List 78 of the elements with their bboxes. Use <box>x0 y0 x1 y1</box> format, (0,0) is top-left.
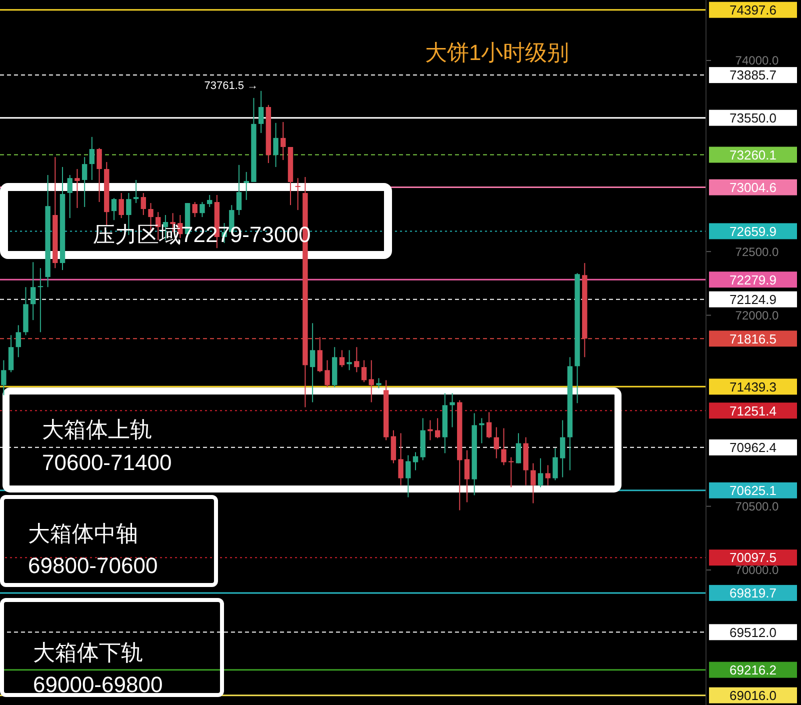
candlestick <box>428 420 433 441</box>
y-tick-label: 70500.0 <box>735 500 780 514</box>
candlestick <box>494 426 500 459</box>
candlestick <box>74 168 80 208</box>
candlestick <box>8 334 14 373</box>
y-tick-label: 72000.0 <box>735 308 780 322</box>
candlestick <box>258 90 264 134</box>
candlestick <box>530 462 536 504</box>
candlestick <box>200 202 205 218</box>
ref-line-label: 73885.7 <box>730 68 776 83</box>
candlestick <box>133 179 139 204</box>
ref-line-label: 72279.9 <box>730 272 776 288</box>
candlestick <box>96 148 102 203</box>
candlestick <box>412 452 418 471</box>
candlestick <box>244 171 249 200</box>
candlestick <box>560 420 566 478</box>
candlestick <box>450 392 455 428</box>
candlestick <box>434 418 440 439</box>
candlestick <box>464 450 470 503</box>
candlestick <box>236 164 242 216</box>
ref-line-label: 70625.1 <box>730 483 776 498</box>
ref-line-label: 69216.2 <box>730 662 776 678</box>
candlestick <box>501 428 506 466</box>
candlestick <box>398 432 404 486</box>
candlestick <box>406 454 411 498</box>
candlestick <box>38 268 44 333</box>
ref-line-label: 71439.3 <box>730 379 776 394</box>
candlestick <box>273 122 278 168</box>
ref-line-label: 73004.6 <box>730 180 776 195</box>
candlestick <box>118 192 124 219</box>
annotation: 大箱体下轨 69000-69800 <box>33 640 163 697</box>
candlestick <box>140 192 146 216</box>
candlestick <box>354 346 360 373</box>
candlestick <box>545 464 550 486</box>
candlestick <box>280 122 286 160</box>
candlestick <box>390 430 396 464</box>
candlestick <box>67 174 72 219</box>
candlestick <box>16 324 21 358</box>
candlestick <box>508 456 514 488</box>
candlestick <box>310 322 316 403</box>
candlestick <box>82 156 88 208</box>
candlestick <box>30 262 36 321</box>
candlestick <box>192 202 198 218</box>
ref-line-label: 72659.9 <box>730 224 776 239</box>
ref-line-label: 70962.4 <box>730 440 776 456</box>
candlestick <box>516 432 522 464</box>
candlestick <box>376 378 382 389</box>
text: 大饼1小时级别 <box>425 40 570 65</box>
candlestick <box>552 448 558 481</box>
candlestick <box>339 350 345 368</box>
ref-line-label: 72124.9 <box>730 292 776 308</box>
ref-line-label: 69016.0 <box>730 688 776 703</box>
ref-line-label: 70097.5 <box>730 550 776 566</box>
y-tick-label: 72500.0 <box>735 244 780 259</box>
candlestick <box>324 360 330 388</box>
ref-line-label: 69819.7 <box>730 586 776 601</box>
candlestick <box>89 136 95 180</box>
candlestick <box>317 336 323 373</box>
ref-line-label: 73260.1 <box>730 147 776 162</box>
candlestick <box>368 360 374 403</box>
y-tick-label: 70000.0 <box>735 563 780 578</box>
candlestick <box>361 360 367 383</box>
candlestick <box>295 178 300 211</box>
annotation: 大箱体上轨 70600-71400 <box>42 417 172 475</box>
ref-line-label: 71251.4 <box>730 403 776 418</box>
y-tick-label: 74000.0 <box>735 54 780 68</box>
annotation: 73761.5 → <box>204 80 258 92</box>
candlestick <box>111 198 117 221</box>
ref-line-label: 69512.0 <box>730 624 776 640</box>
candlestick <box>206 194 212 208</box>
candlestick <box>1 360 6 396</box>
ref-line-label: 74397.6 <box>730 2 776 18</box>
candlestick <box>538 458 544 488</box>
candlestick <box>486 412 492 439</box>
ref-line-label: 71816.5 <box>730 331 776 346</box>
candlestick <box>346 350 352 371</box>
annotation: 大箱体中轴 69800-70600 <box>28 521 158 578</box>
ref-line-label: 73550.0 <box>730 110 776 126</box>
